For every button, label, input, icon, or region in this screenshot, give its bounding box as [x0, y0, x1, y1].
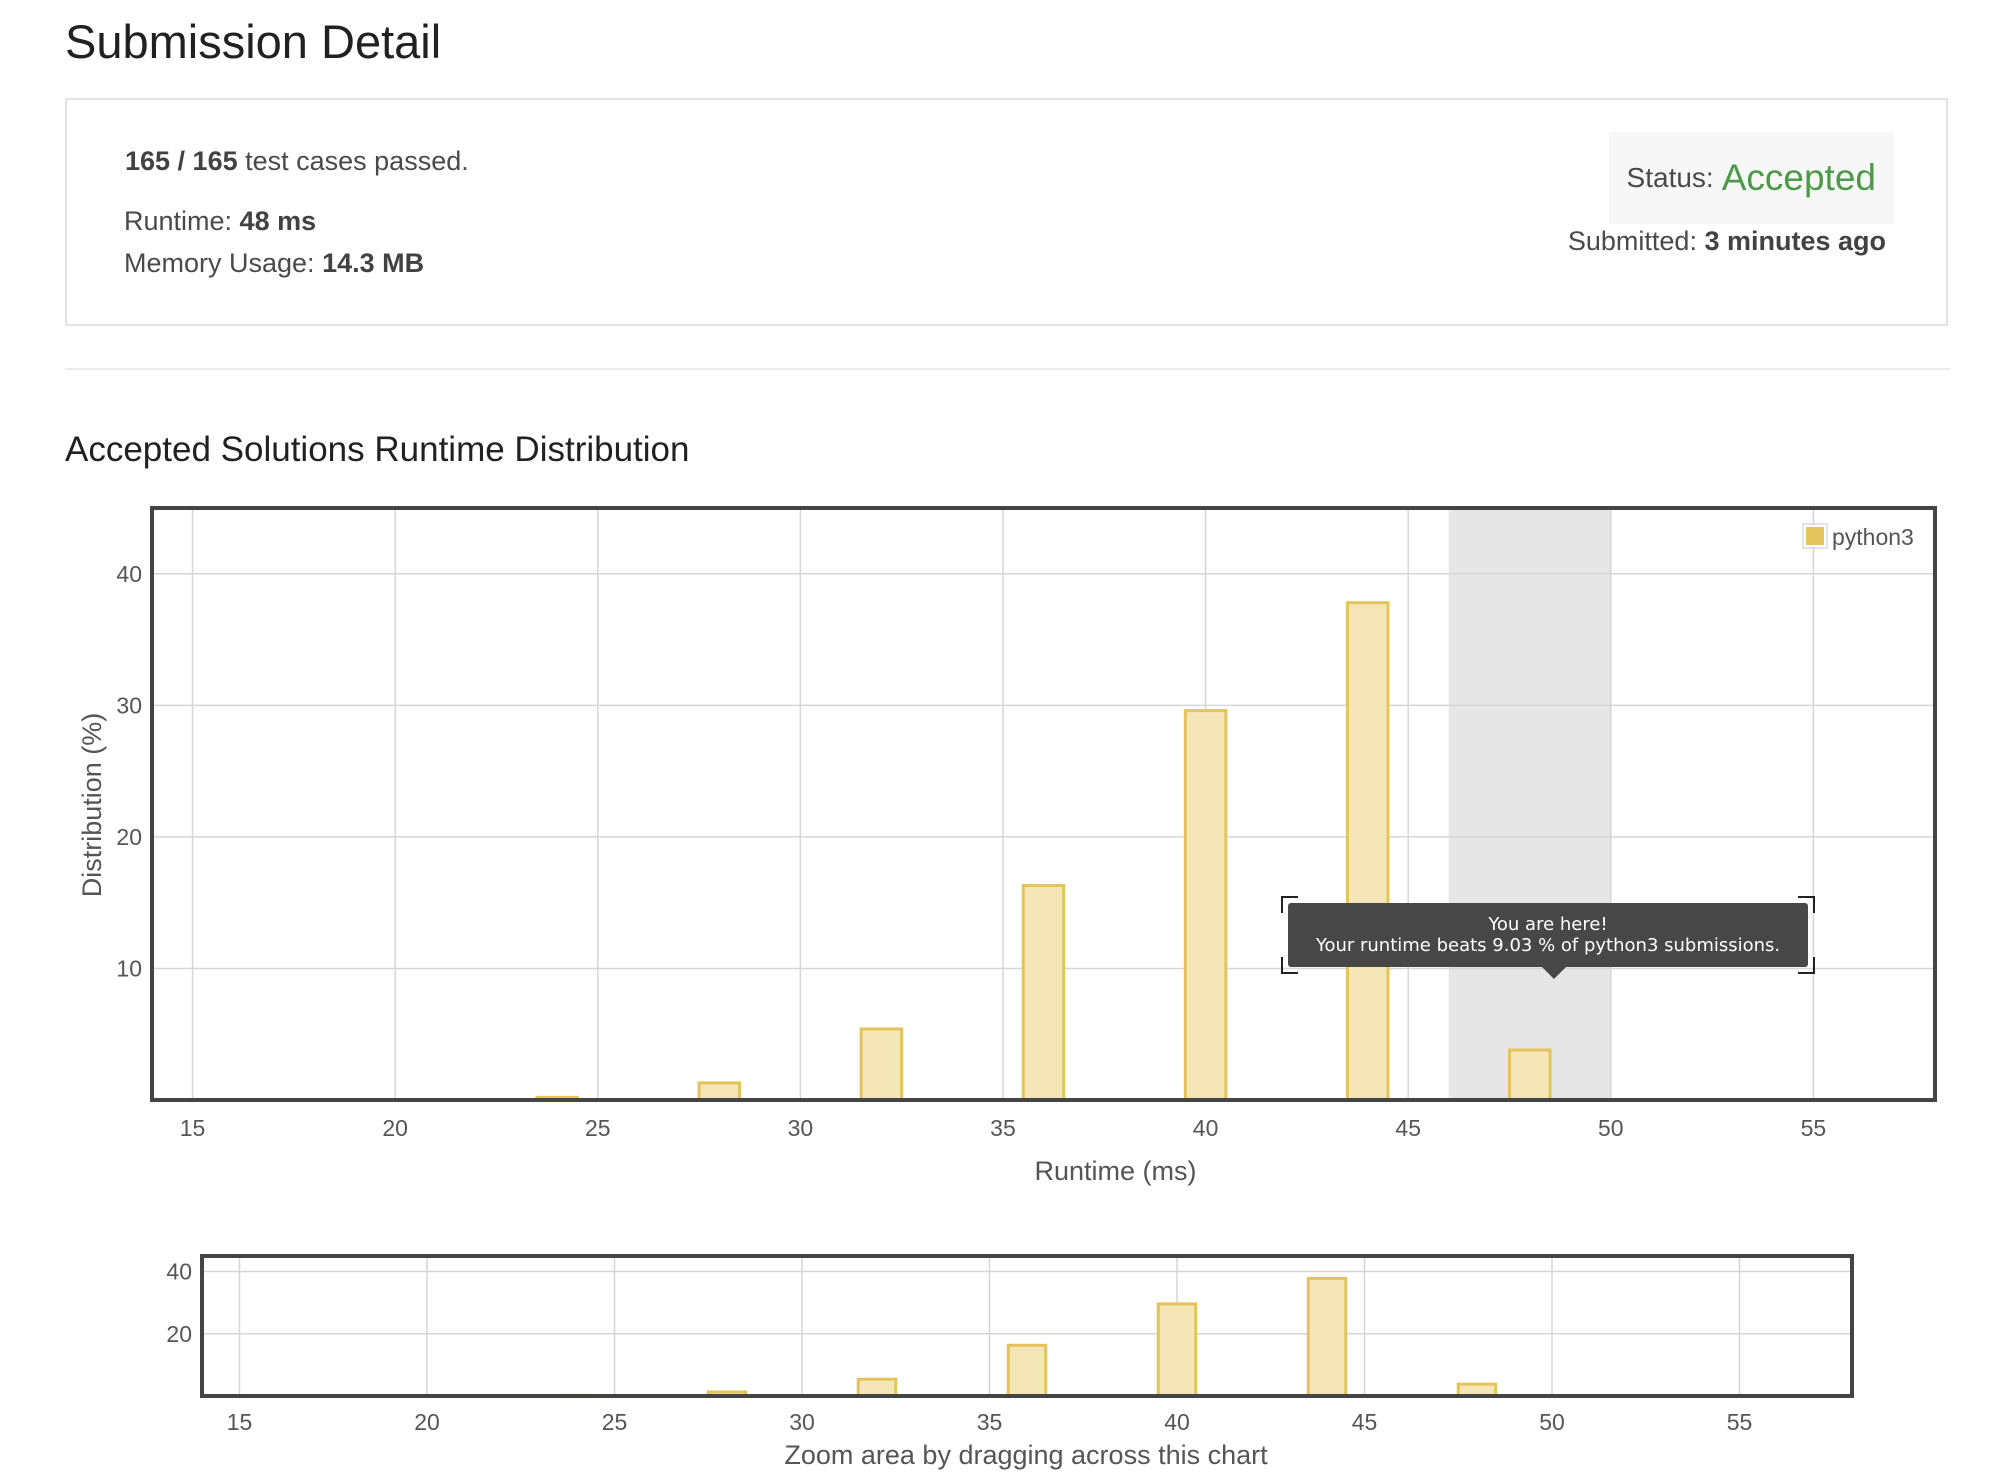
legend-swatch	[1804, 525, 1826, 547]
tooltip-text: Your runtime beats 9.03 % of python3 sub…	[1315, 935, 1781, 956]
test-cases-line: 165 / 165 test cases passed.	[125, 146, 469, 177]
tooltip-corner-tr	[1798, 896, 1815, 913]
memory-line: Memory Usage: 14.3 MB	[124, 248, 424, 279]
zoom-x-tick-label: 35	[977, 1409, 1003, 1435]
zoom-y-tick-label: 20	[166, 1321, 192, 1347]
zoom-bar	[856, 1377, 898, 1398]
tests-passed-text: test cases passed.	[237, 146, 469, 176]
main-bar	[1183, 709, 1228, 1102]
zoom-x-tick-label: 40	[1164, 1409, 1190, 1435]
status-value: Accepted	[1721, 157, 1876, 198]
main-x-tick-label: 50	[1598, 1115, 1624, 1141]
tests-passed-count: 165 / 165	[125, 146, 238, 176]
zoom-x-tick-label: 15	[227, 1409, 253, 1435]
tooltip-corner-bl	[1281, 957, 1298, 974]
main-y-tick-label: 20	[116, 824, 142, 850]
zoom-bar	[1306, 1276, 1348, 1398]
status-badge: Status: Accepted	[1608, 132, 1894, 224]
runtime-line: Runtime: 48 ms	[124, 206, 316, 237]
main-x-tick-label: 35	[990, 1115, 1016, 1141]
main-x-tick-label: 45	[1395, 1115, 1421, 1141]
main-bar	[697, 1081, 742, 1102]
submitted-value: 3 minutes ago	[1704, 226, 1886, 256]
tooltip-title: You are here!	[1488, 914, 1608, 935]
main-x-tick-label: 20	[382, 1115, 408, 1141]
legend-label-python3: python3	[1832, 524, 1914, 550]
main-bar	[1021, 884, 1066, 1102]
main-x-tick-label: 15	[180, 1115, 206, 1141]
zoom-bar	[1156, 1302, 1198, 1398]
main-x-tick-label: 55	[1801, 1115, 1827, 1141]
zoom-x-tick-label: 55	[1727, 1409, 1753, 1435]
main-x-tick-label: 30	[788, 1115, 814, 1141]
zoom-x-tick-label: 30	[789, 1409, 815, 1435]
main-x-tick-label: 25	[585, 1115, 611, 1141]
zoom-y-tick-label: 40	[166, 1259, 192, 1285]
main-x-tick-label: 40	[1193, 1115, 1219, 1141]
zoom-x-tick-label: 25	[602, 1409, 628, 1435]
runtime-tooltip: You are here! Your runtime beats 9.03 % …	[1288, 903, 1808, 979]
runtime-label: Runtime:	[124, 206, 240, 236]
main-bar	[1508, 1048, 1552, 1102]
legend-swatch-frame	[1802, 523, 1828, 549]
zoom-x-tick-label: 45	[1352, 1409, 1378, 1435]
zoom-caption: Zoom area by dragging across this chart	[784, 1440, 1268, 1470]
main-y-tick-label: 40	[116, 561, 142, 587]
section-divider	[65, 368, 1950, 370]
submitted-line: Submitted: 3 minutes ago	[1568, 226, 1886, 257]
status-label: Status:	[1626, 162, 1714, 193]
main-y-tick-label: 10	[116, 955, 142, 981]
zoom-frame	[200, 1254, 1854, 1398]
zoom-x-tick-label: 20	[414, 1409, 440, 1435]
zoom-x-tick-label: 50	[1539, 1409, 1565, 1435]
submitted-label: Submitted:	[1567, 226, 1705, 256]
main-bar	[1345, 601, 1390, 1102]
section-title: Accepted Solutions Runtime Distribution	[65, 430, 690, 469]
tooltip-corner-tl	[1281, 896, 1298, 913]
zoom-bar	[1006, 1343, 1048, 1398]
page-title: Submission Detail	[65, 15, 442, 68]
submission-summary: 165 / 165 test cases passed. Runtime: 48…	[65, 98, 1948, 326]
main-bar	[859, 1027, 904, 1102]
main-frame	[150, 506, 1937, 1102]
main-current-runtime-band	[1448, 508, 1611, 1100]
main-y-tick-label: 30	[116, 692, 142, 718]
y-axis-title: Distribution (%)	[77, 713, 107, 898]
memory-value: 14.3 MB	[322, 248, 425, 278]
tooltip-corner-br	[1798, 957, 1815, 974]
memory-label: Memory Usage:	[124, 248, 323, 278]
x-axis-title: Runtime (ms)	[1034, 1156, 1196, 1186]
runtime-value: 48 ms	[239, 206, 317, 236]
